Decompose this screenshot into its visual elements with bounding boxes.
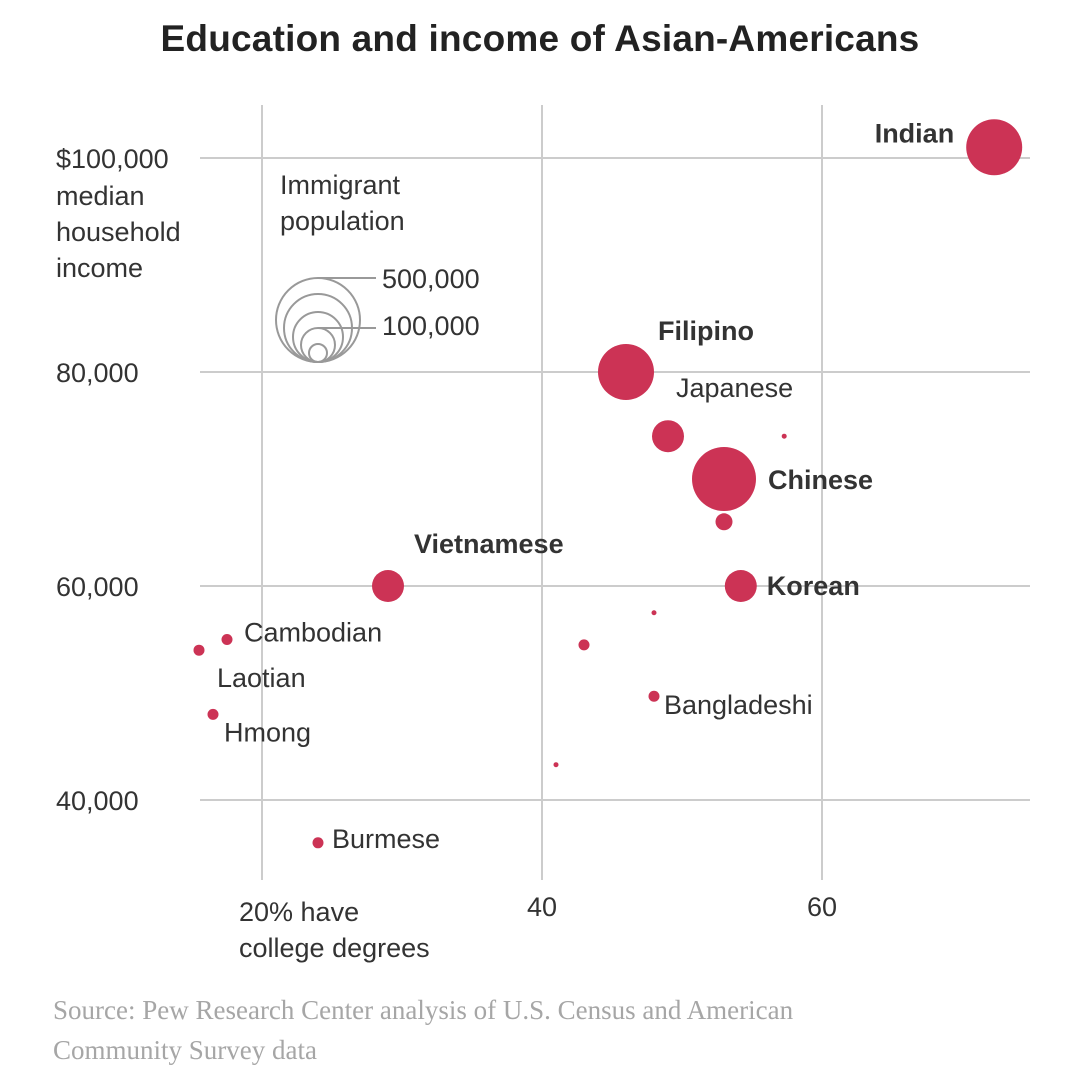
- y-tick-label: 40,000: [56, 786, 139, 816]
- bubble-burmese: [312, 837, 324, 849]
- y-tick-label: $100,000: [56, 144, 169, 174]
- y-axis-label-line: income: [56, 253, 143, 283]
- point-label-hmong: Hmong: [224, 717, 311, 747]
- bubble-unlabeled: [578, 639, 590, 651]
- point-label-filipino: Filipino: [658, 316, 754, 346]
- x-tick-label: 60: [807, 892, 837, 922]
- bubble-japanese: [652, 420, 684, 453]
- point-label-chinese: Chinese: [768, 465, 873, 495]
- point-label-cambodian: Cambodian: [244, 618, 382, 648]
- y-tick-label: 60,000: [56, 572, 139, 602]
- point-label-indian: Indian: [875, 118, 955, 148]
- point-label-vietnamese: Vietnamese: [414, 529, 564, 559]
- bubble-cambodian: [221, 634, 233, 645]
- scatter-chart: Immigrant population 500,000 100,000 40,000…: [56, 105, 1030, 963]
- bubble-unlabeled: [715, 513, 733, 531]
- labels-layer: 40,000 60,000 80,000 $100,000 median househol…: [56, 118, 954, 963]
- bubble-vietnamese: [372, 570, 404, 602]
- y-axis-label-line: median: [56, 181, 145, 211]
- size-legend: Immigrant population 500,000 100,000: [275, 170, 480, 363]
- point-label-burmese: Burmese: [332, 824, 440, 854]
- bubble-bangladeshi: [648, 690, 660, 702]
- legend-title-line: Immigrant: [280, 170, 401, 200]
- source-note: Source: Pew Research Center analysis of …: [53, 990, 953, 1070]
- x-tick-label: 40: [527, 892, 557, 922]
- bubble-unlabeled: [651, 610, 657, 616]
- bubble-laotian: [193, 644, 205, 656]
- bubble-chinese: [692, 447, 756, 511]
- legend-label: 500,000: [382, 264, 480, 294]
- x-axis-label-line: college degrees: [239, 933, 430, 963]
- source-line-1: Source: Pew Research Center analysis of …: [53, 995, 794, 1025]
- chart-title: Education and income of Asian-Americans: [160, 18, 920, 59]
- bubble-filipino: [598, 344, 654, 400]
- point-label-japanese: Japanese: [676, 373, 793, 403]
- legend-circle: [292, 311, 344, 363]
- points-layer: [193, 119, 1023, 849]
- bubble-hmong: [207, 708, 219, 720]
- point-label-bangladeshi: Bangladeshi: [664, 690, 813, 720]
- source-line-2: Community Survey data: [53, 1035, 317, 1065]
- y-axis-label-line: household: [56, 217, 181, 247]
- x-tick-label: 20% have: [239, 897, 359, 927]
- bubble-unlabeled: [781, 433, 787, 439]
- bubble-korean: [724, 570, 757, 602]
- legend-circle: [308, 343, 328, 363]
- legend-title-line: population: [280, 206, 405, 236]
- y-tick-label: 80,000: [56, 358, 139, 388]
- bubble-indian: [966, 119, 1023, 176]
- point-label-laotian: Laotian: [217, 663, 306, 693]
- legend-circle: [275, 277, 361, 363]
- legend-label: 100,000: [382, 311, 480, 341]
- point-label-korean: Korean: [767, 571, 860, 601]
- bubble-unlabeled: [553, 762, 559, 768]
